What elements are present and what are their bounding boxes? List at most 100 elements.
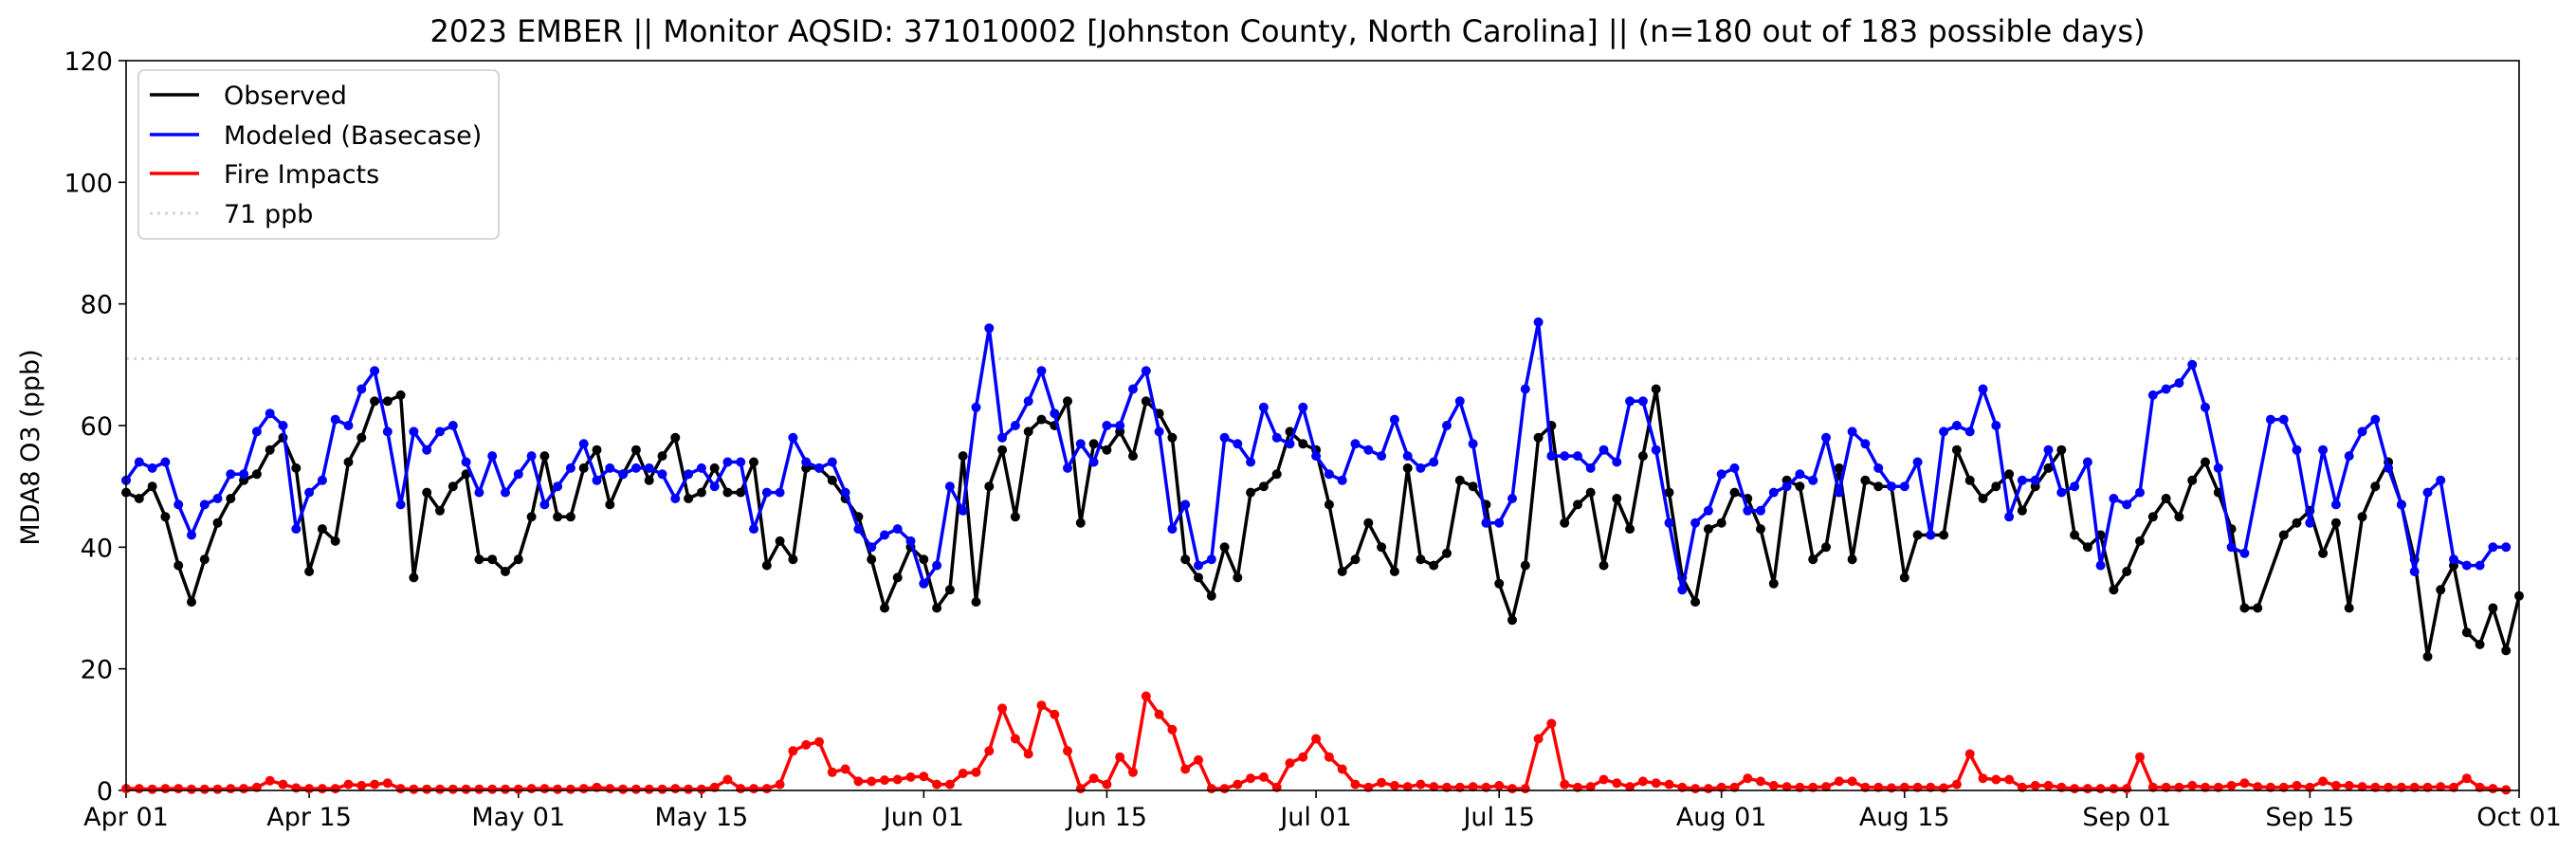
- data-point: [1088, 439, 1099, 449]
- data-point: [1075, 439, 1086, 449]
- data-point: [932, 779, 942, 789]
- data-point: [1102, 445, 1112, 455]
- data-point: [840, 487, 850, 498]
- data-point: [1546, 451, 1557, 462]
- data-point: [1337, 475, 1347, 485]
- data-point: [291, 524, 301, 535]
- data-point: [1873, 481, 1884, 492]
- data-point: [2161, 384, 2171, 394]
- data-point: [644, 463, 654, 473]
- data-point: [1010, 512, 1020, 522]
- data-point: [1743, 773, 1753, 784]
- data-point: [1063, 746, 1072, 756]
- data-point: [2475, 640, 2485, 649]
- data-point: [1847, 554, 1857, 565]
- data-point: [448, 481, 458, 492]
- data-point: [578, 463, 589, 473]
- data-point: [1860, 475, 1871, 485]
- data-point: [2344, 603, 2354, 613]
- data-point: [513, 784, 523, 794]
- data-point: [2475, 560, 2485, 571]
- data-point: [684, 784, 694, 794]
- data-point: [1468, 782, 1478, 792]
- data-point: [761, 560, 772, 571]
- data-point: [1978, 494, 1988, 503]
- x-tick-label: May 15: [654, 803, 748, 832]
- data-point: [736, 487, 746, 498]
- data-point: [370, 396, 380, 407]
- data-point: [2239, 603, 2250, 613]
- y-axis-label: MDA8 O3 (ppb): [16, 349, 46, 545]
- data-point: [1716, 517, 1726, 528]
- y-tick-label: 20: [81, 656, 113, 685]
- x-tick-label: Jul 01: [1278, 803, 1352, 832]
- data-point: [1311, 734, 1322, 744]
- data-point: [1585, 782, 1596, 792]
- data-point: [1703, 784, 1713, 794]
- data-point: [1873, 463, 1884, 473]
- data-point: [2161, 494, 2171, 503]
- data-point: [1180, 499, 1191, 510]
- data-point: [2122, 784, 2132, 794]
- data-point: [501, 784, 510, 794]
- data-point: [880, 530, 889, 540]
- x-tick-label: Apr 01: [83, 803, 169, 832]
- data-point: [1939, 530, 1949, 540]
- data-point: [880, 775, 889, 786]
- data-point: [1991, 481, 2001, 492]
- data-point: [343, 457, 354, 467]
- data-point: [422, 784, 432, 794]
- data-point: [1573, 499, 1582, 510]
- data-point: [592, 475, 602, 485]
- data-point: [1768, 578, 1779, 589]
- data-point: [1520, 560, 1530, 571]
- data-point: [1010, 421, 1020, 430]
- data-point: [630, 784, 641, 794]
- data-point: [2461, 773, 2472, 784]
- data-point: [2043, 445, 2054, 455]
- data-point: [997, 432, 1008, 443]
- data-point: [539, 499, 550, 510]
- data-point: [1664, 487, 1674, 498]
- data-point: [1507, 784, 1517, 794]
- data-point: [1206, 590, 1216, 601]
- data-point: [1821, 432, 1831, 443]
- data-point: [1690, 597, 1701, 608]
- data-point: [565, 784, 575, 794]
- data-point: [212, 517, 223, 528]
- data-point: [199, 499, 210, 510]
- data-point: [761, 784, 772, 794]
- data-point: [134, 494, 144, 503]
- data-point: [317, 784, 327, 794]
- data-point: [1651, 384, 1661, 394]
- data-point: [1337, 567, 1347, 576]
- x-tick-label: Jun 01: [882, 803, 964, 832]
- data-point: [867, 554, 877, 565]
- data-point: [1154, 709, 1164, 719]
- series-2: [121, 691, 2512, 795]
- data-point: [1206, 784, 1216, 794]
- x-tick-label: Aug 15: [1859, 803, 1950, 832]
- data-point: [487, 451, 498, 462]
- data-point: [1625, 782, 1635, 792]
- data-point: [709, 463, 720, 473]
- data-point: [1063, 396, 1072, 407]
- data-point: [382, 778, 393, 789]
- data-point: [1258, 402, 1269, 412]
- data-point: [657, 451, 667, 462]
- data-point: [1246, 457, 1256, 467]
- data-point: [1834, 776, 1844, 787]
- data-point: [304, 784, 315, 794]
- data-point: [696, 784, 706, 794]
- data-point: [134, 784, 144, 794]
- data-point: [1402, 451, 1413, 462]
- data-point: [1795, 481, 1805, 492]
- data-point: [1716, 469, 1726, 480]
- data-point: [2436, 585, 2446, 595]
- data-point: [1808, 554, 1818, 565]
- data-point: [2017, 475, 2027, 485]
- data-point: [1847, 776, 1857, 787]
- data-point: [578, 439, 589, 449]
- data-point: [1389, 567, 1399, 576]
- data-point: [1454, 396, 1465, 407]
